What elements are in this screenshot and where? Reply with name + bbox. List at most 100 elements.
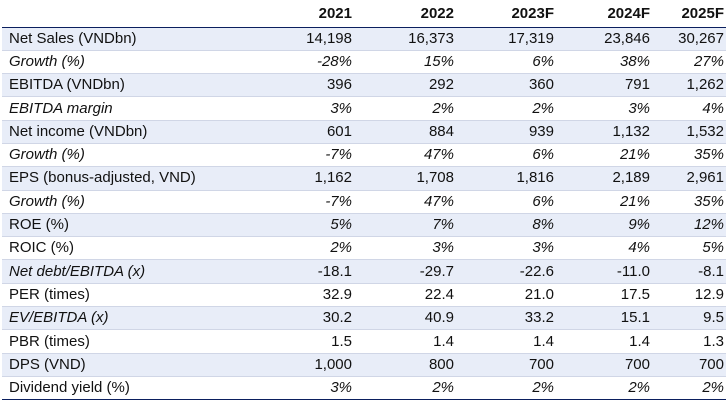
cell-value: 32.9 (252, 283, 354, 308)
row-eps: EPS (bonus-adjusted, VND) 1,162 1,708 1,… (2, 166, 726, 191)
financial-summary-table: 2021 2022 2023F 2024F 2025F Net Sales (V… (2, 0, 726, 401)
cell-value: 2% (652, 376, 726, 401)
cell-value: 14,198 (252, 27, 354, 51)
cell-value: 17,319 (456, 27, 556, 51)
cell-value: 23,846 (556, 27, 652, 51)
row-label: ROE (%) (2, 213, 252, 238)
cell-value: 21% (556, 143, 652, 168)
cell-value: -18.1 (252, 259, 354, 284)
cell-value: 22.4 (354, 283, 456, 308)
cell-value: 30,267 (652, 27, 726, 51)
cell-value: 601 (252, 119, 354, 144)
row-net-debt-ebitda: Net debt/EBITDA (x) -18.1 -29.7 -22.6 -1… (2, 259, 726, 284)
header-year-2021: 2021 (252, 0, 354, 28)
row-dividend-yield: Dividend yield (%) 3% 2% 2% 2% 2% (2, 376, 726, 401)
cell-value: 1.4 (456, 329, 556, 354)
cell-value: -11.0 (556, 259, 652, 284)
cell-value: 2% (252, 236, 354, 261)
cell-value: 1.5 (252, 329, 354, 354)
cell-value: 40.9 (354, 306, 456, 331)
header-year-2024f: 2024F (556, 0, 652, 28)
row-ebitda-margin: EBITDA margin 3% 2% 2% 3% 4% (2, 96, 726, 121)
cell-value: 8% (456, 213, 556, 238)
cell-value: -7% (252, 190, 354, 214)
cell-value: 3% (354, 236, 456, 261)
row-label: EV/EBITDA (x) (2, 306, 252, 331)
cell-value: 4% (556, 236, 652, 261)
row-label: EPS (bonus-adjusted, VND) (2, 166, 252, 191)
cell-value: 33.2 (456, 306, 556, 331)
cell-value: 6% (456, 143, 556, 168)
cell-value: 21% (556, 190, 652, 214)
cell-value: 5% (252, 213, 354, 238)
cell-value: 6% (456, 50, 556, 75)
row-per: PER (times) 32.9 22.4 21.0 17.5 12.9 (2, 283, 726, 308)
cell-value: 15.1 (556, 306, 652, 331)
row-label: EBITDA margin (2, 96, 252, 121)
row-eps-growth: Growth (%) -7% 47% 6% 21% 35% (2, 190, 726, 214)
header-year-2025f: 2025F (652, 0, 726, 28)
cell-value: 30.2 (252, 306, 354, 331)
row-roe: ROE (%) 5% 7% 8% 9% 12% (2, 213, 726, 238)
cell-value: 47% (354, 190, 456, 214)
cell-value: -8.1 (652, 259, 726, 284)
row-label: Net debt/EBITDA (x) (2, 259, 252, 284)
cell-value: 21.0 (456, 283, 556, 308)
cell-value: 5% (652, 236, 726, 261)
row-label: DPS (VND) (2, 353, 252, 377)
row-net-sales: Net Sales (VNDbn) 14,198 16,373 17,319 2… (2, 27, 726, 51)
cell-value: 3% (556, 96, 652, 121)
cell-value: 3% (252, 96, 354, 121)
cell-value: 700 (456, 353, 556, 377)
cell-value: 17.5 (556, 283, 652, 308)
cell-value: -7% (252, 143, 354, 168)
cell-value: 1.4 (556, 329, 652, 354)
cell-value: 1.4 (354, 329, 456, 354)
row-label: PER (times) (2, 283, 252, 308)
cell-value: -29.7 (354, 259, 456, 284)
cell-value: 1,262 (652, 73, 726, 98)
row-label: Dividend yield (%) (2, 376, 252, 401)
cell-value: 2% (354, 376, 456, 401)
cell-value: 38% (556, 50, 652, 75)
table-header-row: 2021 2022 2023F 2024F 2025F (2, 0, 726, 28)
cell-value: 1.3 (652, 329, 726, 354)
cell-value: 7% (354, 213, 456, 238)
header-year-2022: 2022 (354, 0, 456, 28)
cell-value: 1,816 (456, 166, 556, 191)
row-label: ROIC (%) (2, 236, 252, 261)
cell-value: 1,532 (652, 119, 726, 144)
cell-value: 2% (456, 96, 556, 121)
row-ebitda: EBITDA (VNDbn) 396 292 360 791 1,262 (2, 73, 726, 98)
row-net-income-growth: Growth (%) -7% 47% 6% 21% 35% (2, 143, 726, 168)
cell-value: -22.6 (456, 259, 556, 284)
cell-value: 939 (456, 119, 556, 144)
row-roic: ROIC (%) 2% 3% 3% 4% 5% (2, 236, 726, 261)
cell-value: 292 (354, 73, 456, 98)
row-label: Growth (%) (2, 190, 252, 214)
cell-value: 27% (652, 50, 726, 75)
cell-value: 6% (456, 190, 556, 214)
cell-value: -28% (252, 50, 354, 75)
cell-value: 2,189 (556, 166, 652, 191)
header-year-2023f: 2023F (456, 0, 556, 28)
row-pbr: PBR (times) 1.5 1.4 1.4 1.4 1.3 (2, 329, 726, 354)
cell-value: 800 (354, 353, 456, 377)
cell-value: 2% (456, 376, 556, 401)
row-label: PBR (times) (2, 329, 252, 354)
cell-value: 3% (456, 236, 556, 261)
cell-value: 3% (252, 376, 354, 401)
row-label: Net Sales (VNDbn) (2, 27, 252, 51)
cell-value: 9% (556, 213, 652, 238)
header-corner-cell (2, 0, 252, 28)
cell-value: 1,162 (252, 166, 354, 191)
row-label: Net income (VNDbn) (2, 119, 252, 144)
cell-value: 1,000 (252, 353, 354, 377)
cell-value: 1,708 (354, 166, 456, 191)
row-label: Growth (%) (2, 50, 252, 75)
cell-value: 2,961 (652, 166, 726, 191)
cell-value: 15% (354, 50, 456, 75)
cell-value: 1,132 (556, 119, 652, 144)
cell-value: 700 (556, 353, 652, 377)
cell-value: 12% (652, 213, 726, 238)
